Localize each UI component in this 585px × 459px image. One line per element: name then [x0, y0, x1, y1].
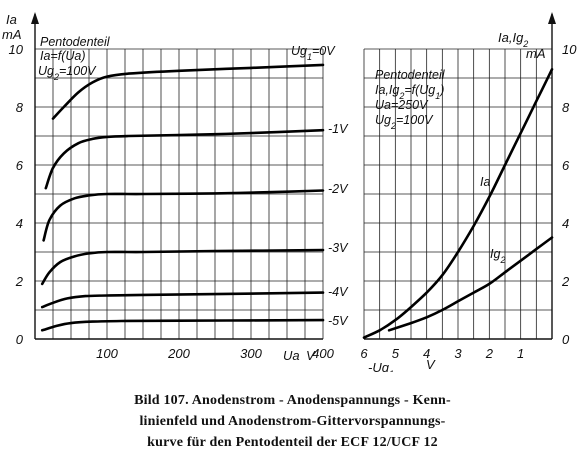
- left-y-axis-unit: mA: [2, 27, 22, 42]
- left-curve: [40, 318, 325, 332]
- left-title: Pentodenteil: [40, 35, 111, 49]
- right-x-tick-label: 3: [454, 346, 462, 361]
- left-x-tick-label: 100: [96, 346, 118, 361]
- caption-line-1: Bild 107. Anodenstrom - Anodenspannungs …: [134, 393, 451, 408]
- left-y-tick-label: 10: [9, 42, 24, 57]
- curve-layer: [40, 63, 554, 339]
- left-x-axis-unit: V: [306, 348, 316, 363]
- left-y-tick-label: 6: [16, 158, 24, 173]
- right-y-tick-label: 0: [562, 332, 570, 347]
- right-annotation-3: Ug2=100V: [375, 113, 434, 131]
- left-x-tick-label: 300: [240, 346, 262, 361]
- right-x-axis-label: -Ug1: [368, 360, 394, 372]
- left-y-tick-label: 2: [15, 274, 24, 289]
- figure-caption: Bild 107. Anodenstrom - Anodenspannungs …: [0, 390, 585, 453]
- right-x-tick-label: 4: [423, 346, 430, 361]
- left-curve-label: -2V: [328, 182, 349, 196]
- right-curve: [387, 236, 554, 332]
- right-curve-label: Ig2: [490, 247, 505, 265]
- right-curve: [362, 68, 554, 339]
- left-y-axis-label: Ia: [6, 12, 17, 27]
- left-y-tick-label: 8: [16, 100, 24, 115]
- caption-line-3: kurve für den Pentodenteil der ECF 12/UC…: [147, 435, 438, 450]
- right-y-tick-label: 6: [562, 158, 570, 173]
- left-curve-label: -3V: [328, 241, 349, 255]
- left-x-axis-label: Ua: [283, 348, 300, 363]
- left-curve-label: -4V: [328, 285, 349, 299]
- left-annotation-1: Ia=f(Ua): [40, 49, 86, 63]
- right-y-tick-label: 2: [561, 274, 570, 289]
- right-title: Pentodenteil: [375, 68, 446, 82]
- right-annotation-2: Ua=250V: [375, 98, 429, 112]
- left-y-axis-arrow: [31, 12, 39, 24]
- left-x-tick-label: 200: [167, 346, 190, 361]
- left-y-tick-label: 4: [16, 216, 23, 231]
- right-y-tick-label: 8: [562, 100, 570, 115]
- right-y-tick-label: 4: [562, 216, 569, 231]
- left-curve: [44, 128, 325, 190]
- left-curve: [40, 291, 325, 309]
- left-annotation-2: Ug2=100V: [38, 64, 97, 82]
- right-x-tick-label: 6: [360, 346, 368, 361]
- right-y-axis-unit: mA: [526, 46, 546, 61]
- right-curve-label: Ia: [480, 175, 490, 189]
- right-y-axis-label: Ia,Ig2: [498, 30, 528, 49]
- left-y-tick-label: 0: [16, 332, 24, 347]
- left-x-tick-label: 400: [312, 346, 334, 361]
- left-curve-label: Ug1=0V: [291, 44, 336, 62]
- right-x-tick-label: 5: [392, 346, 400, 361]
- right-y-tick-label: 10: [562, 42, 577, 57]
- caption-line-2: linienfeld und Anodenstrom-Gittervorspan…: [139, 414, 446, 429]
- left-curve: [40, 248, 325, 286]
- right-x-tick-label: 2: [485, 346, 494, 361]
- right-annotation-1: Ia,Ig2=f(Ug1): [375, 83, 444, 101]
- left-curve: [51, 63, 325, 120]
- right-y-axis-arrow: [548, 12, 556, 24]
- right-x-tick-label: 1: [517, 346, 524, 361]
- left-curve: [42, 189, 325, 242]
- right-x-axis-unit: V: [426, 357, 436, 372]
- left-curve-label: -5V: [328, 314, 349, 328]
- left-curve-label: -1V: [328, 122, 349, 136]
